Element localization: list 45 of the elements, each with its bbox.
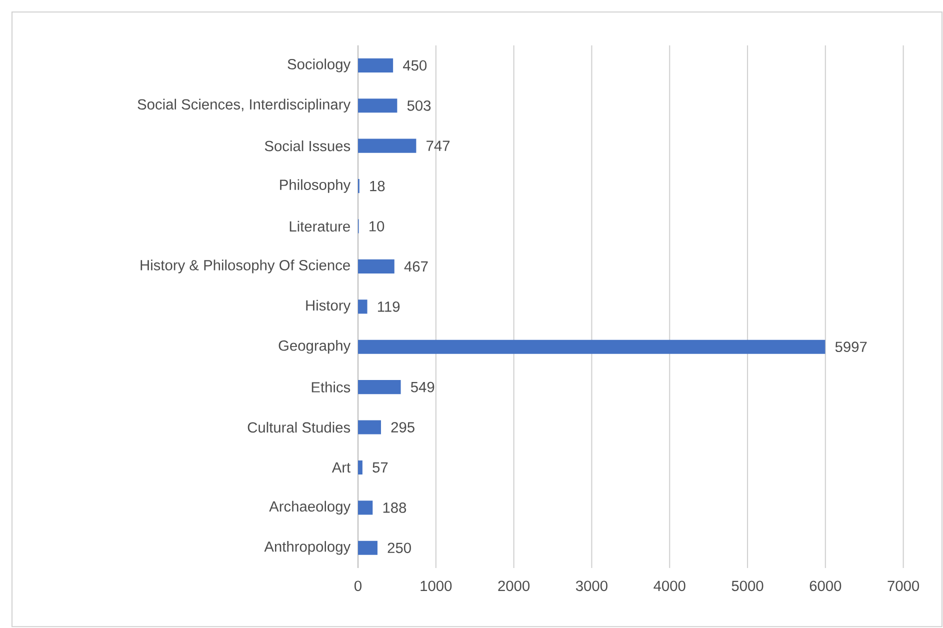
bar bbox=[358, 259, 394, 274]
bar bbox=[358, 420, 381, 434]
y-tick-label: Cultural Studies bbox=[248, 422, 350, 433]
data-label: 467 bbox=[404, 261, 428, 272]
bar bbox=[358, 380, 401, 394]
y-tick-label: Art bbox=[332, 462, 351, 473]
data-label: 549 bbox=[410, 382, 434, 392]
data-label: 450 bbox=[402, 60, 427, 71]
y-tick-label: Archaeology bbox=[269, 500, 351, 515]
bar bbox=[358, 340, 826, 354]
x-tick-label: 4000 bbox=[654, 580, 686, 592]
y-tick-label: Ethics bbox=[312, 382, 350, 392]
bar bbox=[358, 500, 373, 515]
bar bbox=[358, 98, 398, 113]
data-label: 18 bbox=[370, 180, 385, 192]
data-label: 5997 bbox=[835, 342, 867, 352]
bar bbox=[358, 138, 416, 153]
x-tick-label: 0 bbox=[354, 580, 362, 592]
data-label: 188 bbox=[383, 502, 406, 513]
data-label: 57 bbox=[372, 462, 388, 473]
y-tick-label: Sociology bbox=[288, 58, 351, 72]
y-tick-label: History & Philosophy Of Science bbox=[140, 260, 350, 274]
data-label: 747 bbox=[426, 140, 450, 151]
y-tick-label: Literature bbox=[290, 220, 350, 232]
data-label: 119 bbox=[378, 301, 400, 312]
data-label: 503 bbox=[407, 100, 431, 111]
bar bbox=[358, 300, 368, 314]
x-tick-label: 7000 bbox=[888, 580, 920, 592]
data-label: 295 bbox=[391, 422, 414, 432]
x-tick-label: 1000 bbox=[420, 580, 452, 592]
bar bbox=[358, 460, 362, 475]
bar bbox=[358, 540, 378, 555]
x-tick-label: 5000 bbox=[732, 580, 764, 592]
x-tick-label: 2000 bbox=[498, 580, 530, 592]
data-label: 250 bbox=[388, 542, 411, 554]
y-tick-label: Social Issues bbox=[264, 140, 350, 152]
y-tick-label: Social Sciences, Interdisciplinary bbox=[138, 98, 351, 112]
x-tick-label: 3000 bbox=[576, 580, 608, 592]
data-label: 10 bbox=[369, 221, 384, 232]
y-tick-label: Philosophy bbox=[280, 179, 351, 193]
y-tick-label: Anthropology bbox=[264, 541, 351, 555]
y-tick-label: Geography bbox=[278, 340, 351, 354]
bar bbox=[358, 58, 394, 72]
y-tick-label: History bbox=[306, 300, 351, 314]
x-tick-label: 6000 bbox=[810, 580, 842, 592]
